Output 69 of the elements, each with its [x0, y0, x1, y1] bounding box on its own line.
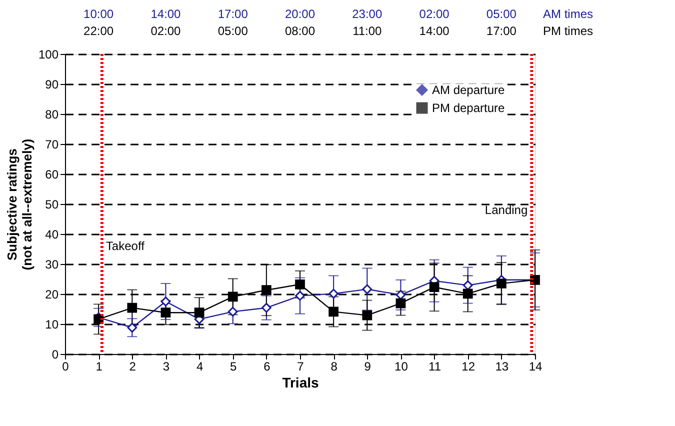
text: 08:00	[284, 24, 316, 38]
point	[396, 290, 406, 300]
x-tick-label: 14	[528, 360, 542, 374]
text: 05:00	[218, 24, 248, 38]
text: 10:00	[84, 7, 114, 21]
text: AM times	[543, 7, 594, 21]
point	[462, 288, 473, 299]
point	[295, 290, 305, 301]
ref-line-label: Takeoff	[106, 239, 146, 253]
point	[462, 280, 473, 290]
y-tick-label: 70	[45, 138, 59, 152]
point	[194, 308, 204, 318]
text: 20:00	[284, 7, 316, 21]
ref-line-label: Landing	[484, 203, 528, 217]
text: 02:00	[150, 24, 182, 38]
x-tick-label: 8	[330, 360, 338, 374]
point	[328, 306, 339, 317]
x-tick-label: 9	[364, 360, 372, 374]
point	[396, 298, 406, 308]
point	[362, 284, 372, 294]
point	[261, 302, 272, 313]
x-tick-label: 5	[230, 360, 238, 374]
x-axis-title: Trials	[282, 374, 319, 390]
x-tick-label: 2	[129, 360, 136, 374]
point	[228, 292, 238, 302]
text: 23:00	[352, 7, 382, 21]
point	[228, 306, 238, 317]
x-tick-label: 13	[495, 360, 509, 374]
point	[127, 302, 138, 313]
text: 22:00	[84, 24, 114, 38]
y-tick-label: 90	[45, 78, 59, 92]
legend-label: AM departure	[432, 83, 506, 97]
y-tick-label: 10	[45, 318, 59, 332]
text: 14:00	[419, 24, 450, 38]
text: 17:00	[486, 24, 517, 38]
y-tick-label: 60	[45, 168, 59, 182]
x-tick-label: 0	[62, 360, 70, 374]
y-tick-label: 80	[45, 108, 59, 122]
y-tick-label: 0	[52, 348, 59, 362]
y-axis-title: Subjective ratings (not at all--extremely)	[4, 138, 34, 270]
x-tick-label: 12	[462, 360, 476, 374]
x-tick-label: 6	[264, 360, 271, 374]
x-tick-label: 3	[162, 360, 170, 374]
y-tick-label: 30	[45, 258, 59, 272]
x-tick-label: 11	[428, 360, 442, 374]
x-tick-label: 4	[196, 360, 204, 374]
y-tick-label: 20	[45, 288, 59, 302]
text: PM times	[543, 24, 594, 38]
point	[160, 296, 171, 306]
point	[429, 282, 440, 292]
point	[362, 310, 372, 320]
text: 17:00	[218, 7, 248, 21]
point	[261, 285, 272, 296]
point	[160, 308, 171, 318]
point	[295, 279, 305, 290]
x-tick-label: 10	[394, 360, 408, 374]
y-tick-label: 100	[38, 48, 59, 62]
y-tick-label: 50	[45, 198, 59, 212]
x-tick-label: 1	[96, 360, 103, 374]
point	[496, 278, 506, 288]
point	[127, 322, 138, 333]
y-tick-label: 40	[45, 228, 59, 242]
text: 05:00	[486, 7, 517, 21]
point	[328, 288, 339, 299]
x-tick-label: 7	[297, 360, 304, 374]
text: 02:00	[419, 7, 450, 21]
text: 11:00	[352, 24, 382, 38]
text: 14:00	[150, 7, 182, 21]
legend-label: PM departure	[432, 101, 506, 115]
